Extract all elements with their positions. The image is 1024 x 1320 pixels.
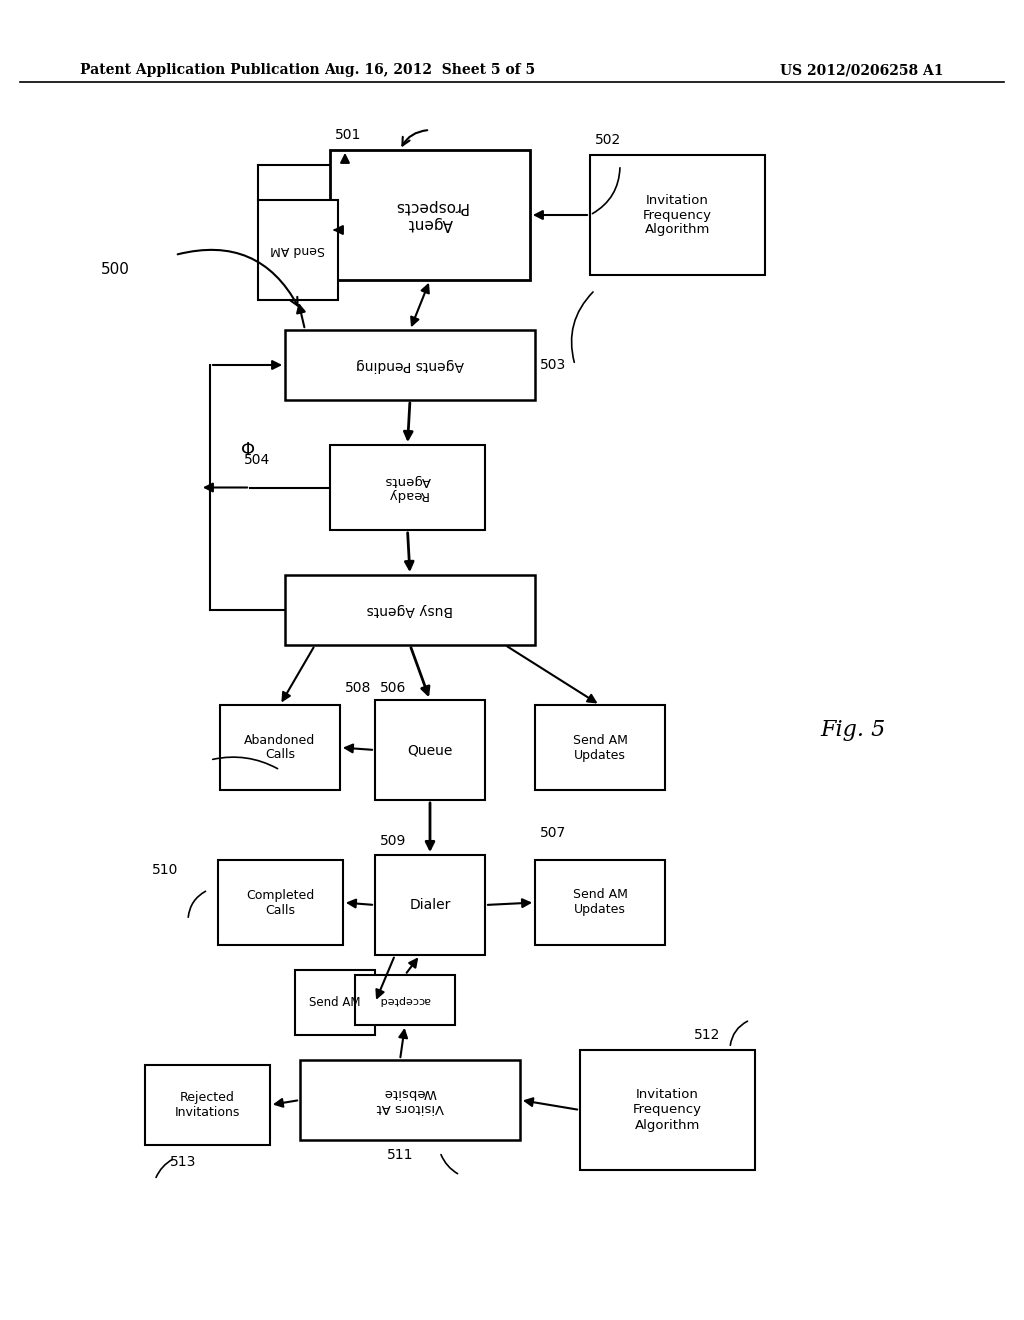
Text: Fig. 5: Fig. 5 [820, 719, 886, 741]
Text: Ready
Agents: Ready Agents [384, 474, 431, 502]
Text: Send AM
Updates: Send AM Updates [572, 888, 628, 916]
Text: Agents Pending: Agents Pending [356, 358, 464, 372]
FancyBboxPatch shape [375, 855, 485, 954]
FancyBboxPatch shape [220, 705, 340, 789]
Text: Patent Application Publication: Patent Application Publication [80, 63, 319, 77]
FancyBboxPatch shape [258, 201, 338, 300]
FancyBboxPatch shape [218, 861, 343, 945]
Text: 502: 502 [595, 133, 622, 147]
FancyBboxPatch shape [285, 330, 535, 400]
FancyBboxPatch shape [145, 1065, 270, 1144]
Text: Send AM: Send AM [309, 997, 360, 1008]
Text: Φ: Φ [241, 441, 255, 459]
Text: 501: 501 [335, 128, 361, 143]
Text: Dialer: Dialer [410, 898, 451, 912]
Text: Visitors At
Website: Visitors At Website [376, 1086, 443, 1114]
FancyBboxPatch shape [330, 150, 530, 280]
Text: Invitation
Frequency
Algorithm: Invitation Frequency Algorithm [643, 194, 712, 236]
Text: 508: 508 [345, 681, 372, 696]
Text: Invitation
Frequency
Algorithm: Invitation Frequency Algorithm [633, 1089, 702, 1131]
Text: accepted: accepted [379, 995, 431, 1005]
FancyBboxPatch shape [285, 576, 535, 645]
Text: Abandoned
Calls: Abandoned Calls [245, 734, 315, 762]
Text: 500: 500 [100, 263, 129, 277]
Text: Completed
Calls: Completed Calls [247, 888, 314, 916]
Text: 512: 512 [693, 1028, 720, 1041]
Text: Aug. 16, 2012  Sheet 5 of 5: Aug. 16, 2012 Sheet 5 of 5 [325, 63, 536, 77]
FancyBboxPatch shape [355, 975, 455, 1026]
Text: Rejected
Invitations: Rejected Invitations [175, 1092, 241, 1119]
Text: Busy Agents: Busy Agents [367, 603, 454, 616]
FancyBboxPatch shape [535, 861, 665, 945]
Text: 509: 509 [380, 834, 407, 847]
FancyBboxPatch shape [375, 700, 485, 800]
Text: 503: 503 [540, 358, 566, 372]
Text: Send AM
Updates: Send AM Updates [572, 734, 628, 762]
Text: 510: 510 [152, 863, 178, 876]
Text: Queue: Queue [408, 743, 453, 756]
Text: 504: 504 [244, 453, 270, 467]
FancyBboxPatch shape [300, 1060, 520, 1140]
FancyBboxPatch shape [535, 705, 665, 789]
Text: Send AM: Send AM [270, 243, 326, 256]
Text: 511: 511 [387, 1148, 414, 1162]
Text: 507: 507 [540, 826, 566, 840]
FancyBboxPatch shape [580, 1049, 755, 1170]
Text: Agent
Prospects: Agent Prospects [393, 199, 467, 231]
FancyBboxPatch shape [590, 154, 765, 275]
FancyBboxPatch shape [330, 445, 485, 531]
Text: US 2012/0206258 A1: US 2012/0206258 A1 [780, 63, 943, 77]
Text: 506: 506 [380, 681, 407, 696]
Text: 513: 513 [170, 1155, 197, 1170]
FancyBboxPatch shape [295, 970, 375, 1035]
